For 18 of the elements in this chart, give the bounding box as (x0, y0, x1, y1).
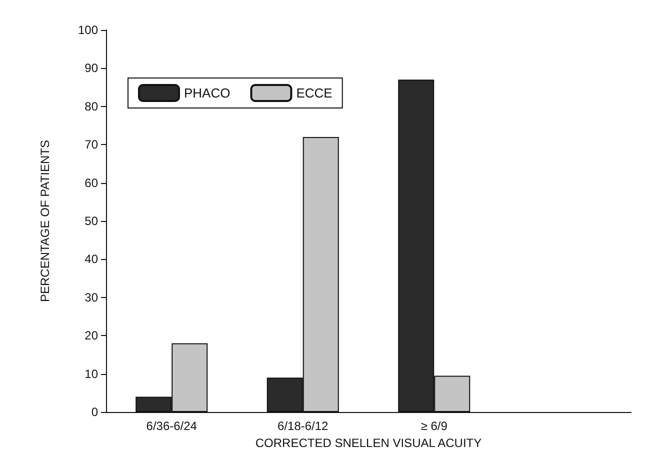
x-axis-title: CORRECTED SNELLEN VISUAL ACUITY (255, 436, 482, 450)
x-tick-label: ≥ 6/9 (420, 419, 448, 433)
y-tick-label: 30 (84, 290, 98, 304)
y-tick-label: 80 (84, 99, 98, 114)
y-tick-label: 90 (84, 61, 98, 76)
y-tick-label: 50 (84, 214, 98, 228)
y-tick-label: 40 (84, 252, 98, 266)
y-tick-label: 20 (84, 328, 98, 343)
y-tick-label: 10 (84, 366, 98, 381)
x-tick-label: 6/18-6/12 (278, 419, 329, 433)
y-axis-title: PERCENTAGE OF PATIENTS (38, 140, 52, 302)
legend-label: ECCE (296, 86, 333, 100)
x-tick-label: 6/36-6/24 (146, 419, 198, 433)
legend-label: PHACO (184, 86, 230, 100)
y-tick-label: 100 (78, 23, 98, 37)
y-tick-label: 70 (84, 138, 98, 152)
y-tick-label: 60 (84, 176, 98, 190)
y-tick-label: 0 (91, 405, 98, 419)
